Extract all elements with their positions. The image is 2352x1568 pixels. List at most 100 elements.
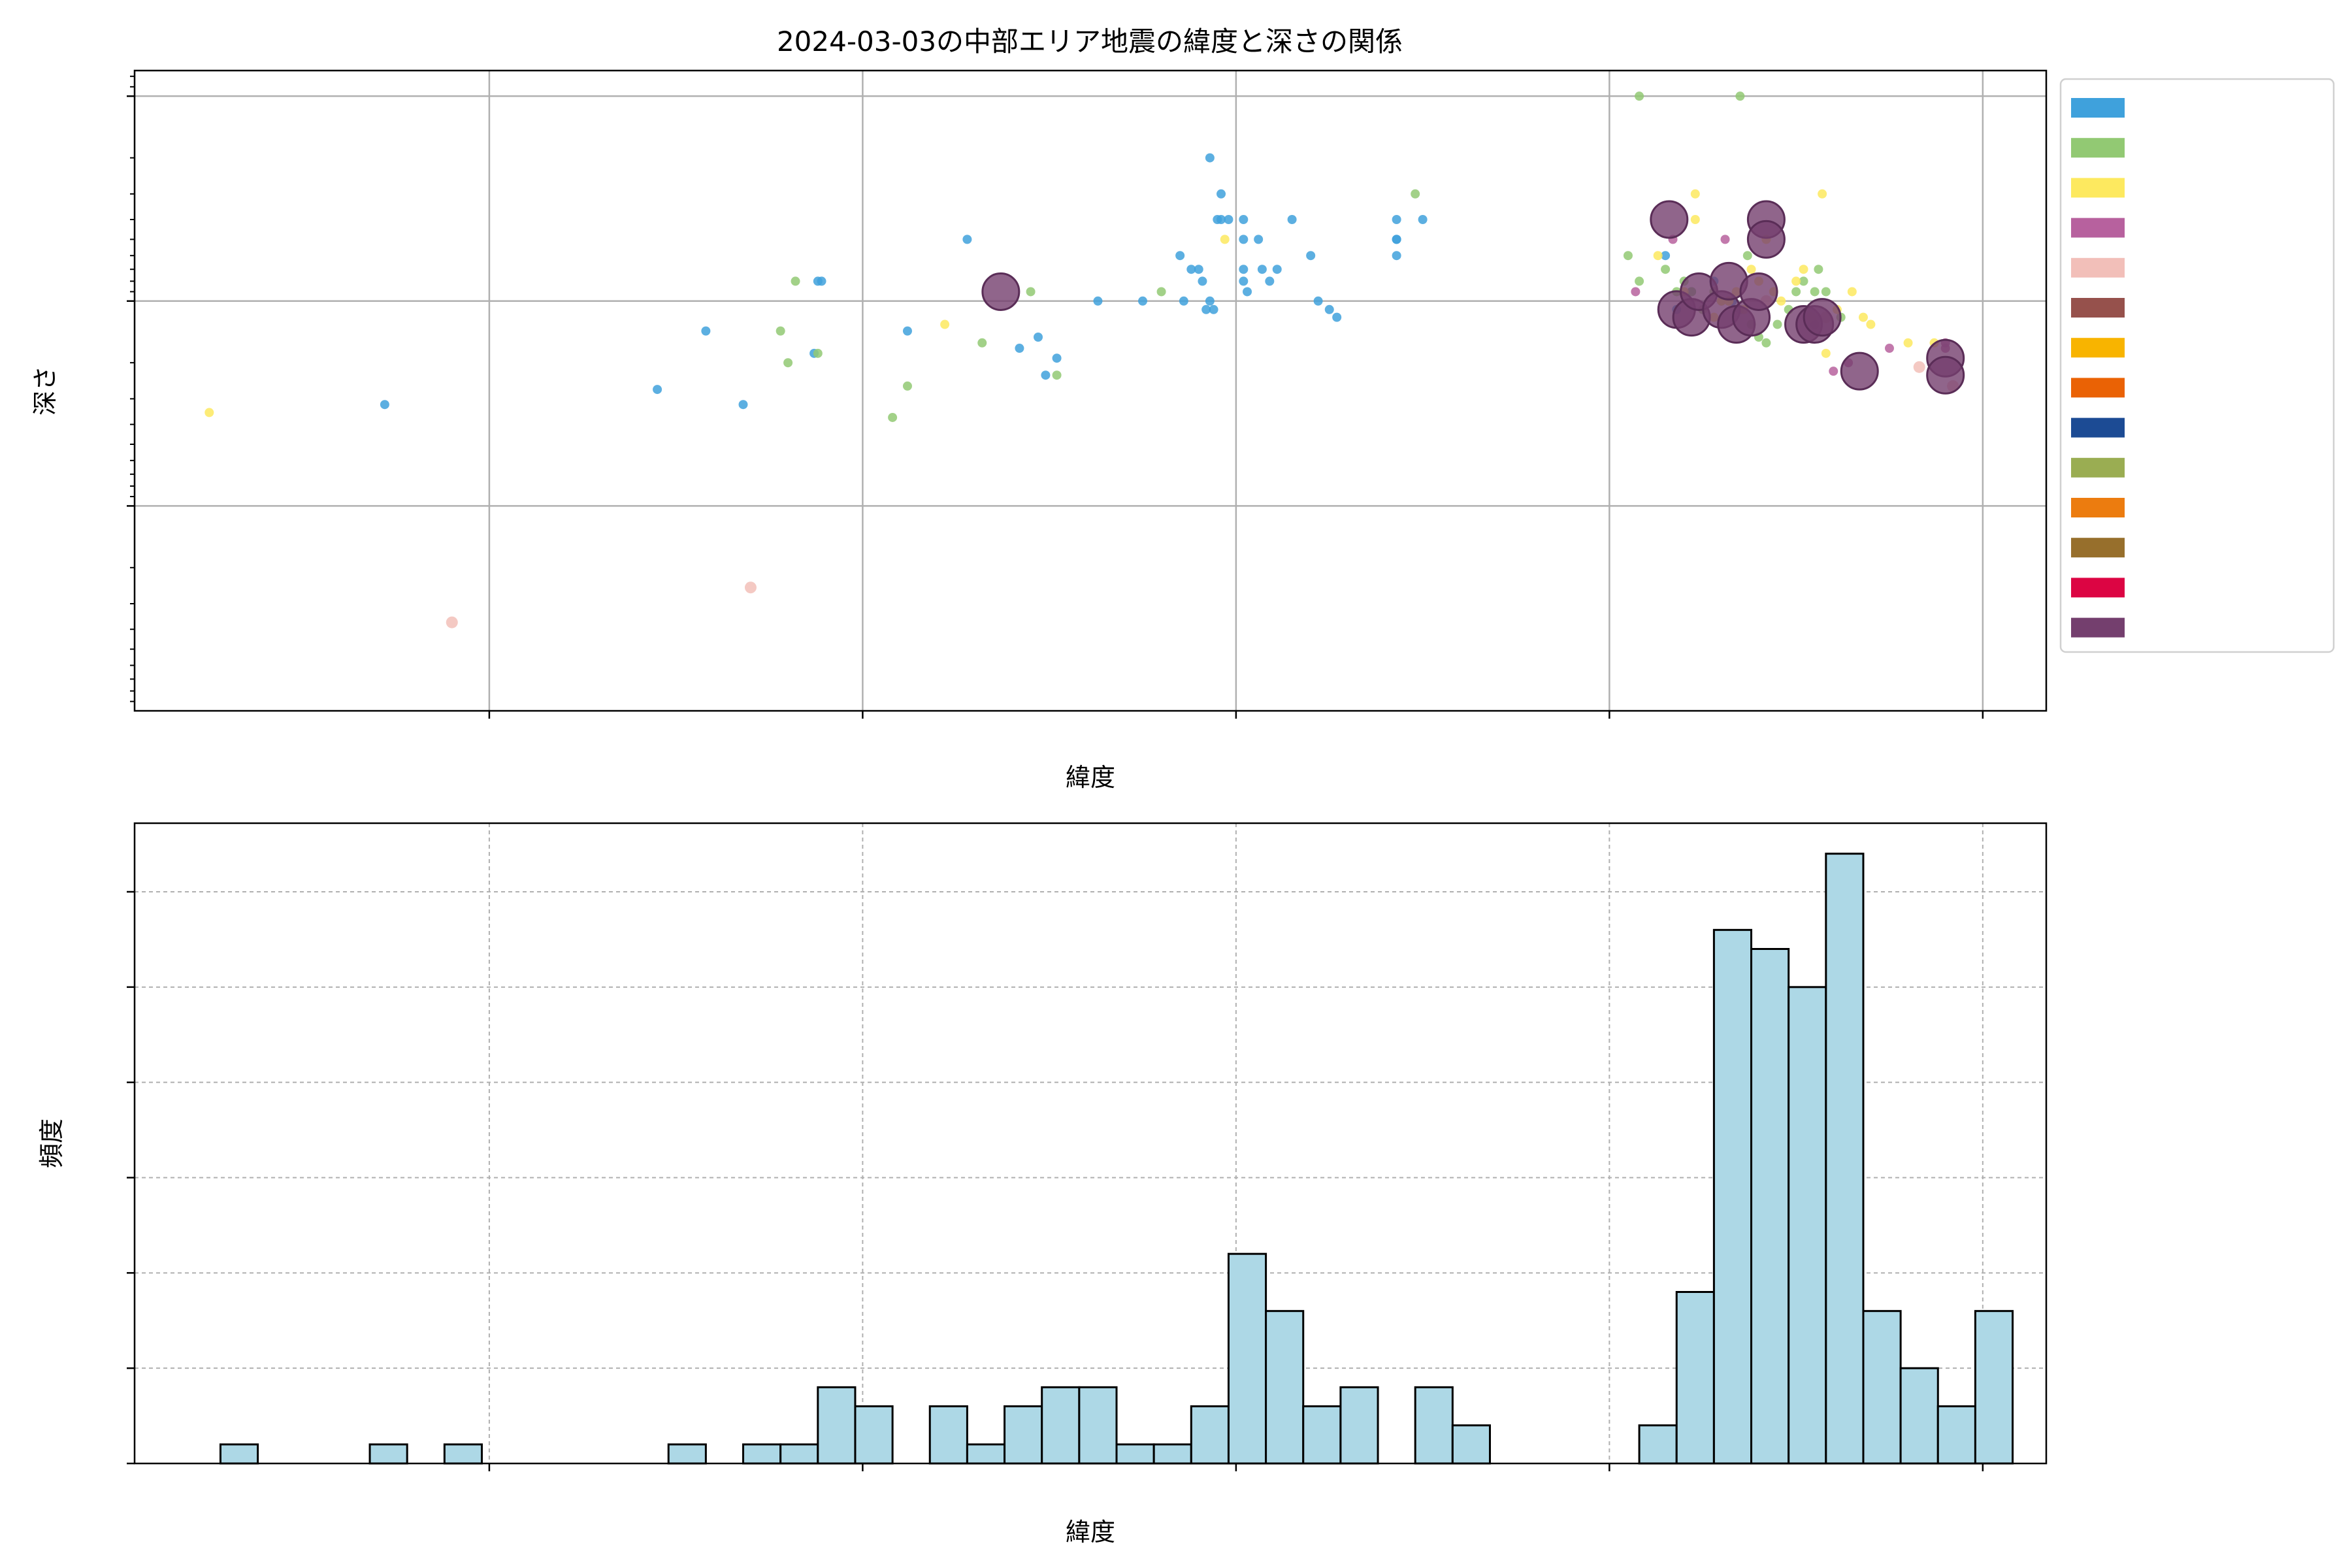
- scatter-point: [1224, 214, 1233, 224]
- histogram-bar: [1974, 1310, 2014, 1465]
- scatter-point: [204, 408, 214, 417]
- scatter-point: [940, 319, 950, 329]
- legend-swatch: [2071, 138, 2125, 158]
- scatter-x-axis-ticks: [488, 711, 1984, 719]
- scatter-point: [1052, 353, 1062, 363]
- histogram-bar: [1265, 1310, 1305, 1465]
- scatter-point: [1156, 287, 1166, 297]
- scatter-y-axis-label: 深さ: [31, 366, 59, 416]
- scatter-point: [1631, 287, 1641, 297]
- scatter-point: [446, 616, 458, 629]
- scatter-point: [977, 338, 987, 348]
- histogram-bar: [1675, 1291, 1715, 1465]
- histogram-bar: [1712, 928, 1753, 1465]
- legend-swatch: [2071, 417, 2125, 438]
- scatter-point: [1650, 200, 1689, 239]
- histogram-bar: [928, 1405, 968, 1465]
- scatter-point: [1243, 287, 1252, 297]
- histogram-bar: [1004, 1405, 1043, 1465]
- scatter-point: [1661, 251, 1671, 261]
- scatter-point: [1239, 265, 1249, 274]
- scatter-point: [1239, 276, 1249, 286]
- scatter-point: [1746, 220, 1786, 259]
- scatter-point: [1690, 189, 1700, 199]
- scatter-point: [653, 385, 662, 395]
- scatter-y-axis-ticks: [127, 75, 135, 702]
- histogram-bar: [1936, 1405, 1976, 1465]
- scatter-point: [1720, 235, 1730, 244]
- histogram-bar: [1788, 986, 1827, 1465]
- scatter-point: [1799, 265, 1808, 274]
- histogram-frame: [133, 822, 2048, 1465]
- chart-title: 2024-03-03の中部エリア地震の緯度と深さの関係: [777, 25, 1403, 57]
- scatter-point: [1735, 91, 1745, 101]
- scatter-point: [791, 276, 800, 286]
- histogram-bar: [1041, 1386, 1081, 1465]
- scatter-point: [1803, 298, 1842, 337]
- histogram-y-axis-label: 頻度: [37, 1119, 66, 1168]
- scatter-point: [1821, 348, 1831, 358]
- scatter-point: [817, 276, 826, 286]
- scatter-point: [1653, 251, 1663, 261]
- scatter-x-axis-label: 緯度: [1066, 763, 1115, 792]
- scatter-point: [962, 235, 972, 244]
- scatter-point: [813, 348, 823, 358]
- scatter-point: [902, 326, 912, 336]
- legend-swatch: [2071, 578, 2125, 598]
- scatter-point: [1858, 312, 1868, 322]
- histogram-bar: [368, 1443, 408, 1465]
- scatter-point: [1175, 251, 1185, 261]
- histogram-bar: [854, 1405, 894, 1465]
- scatter-point: [1884, 344, 1894, 353]
- scatter-point: [1205, 296, 1215, 306]
- histogram-bar: [742, 1443, 782, 1465]
- scatter-point: [1903, 338, 1913, 348]
- legend-swatch: [2071, 218, 2125, 238]
- histogram-bars: [219, 853, 2014, 1465]
- scatter-plot-area: [135, 71, 2046, 711]
- histogram-plot: 緯度 頻度: [37, 822, 2048, 1546]
- scatter-point: [1093, 296, 1103, 306]
- scatter-point: [1746, 265, 1756, 274]
- scatter-point: [1635, 91, 1644, 101]
- histogram-bar: [1339, 1386, 1379, 1465]
- histogram-x-axis-ticks: [488, 1463, 1984, 1471]
- scatter-point: [1866, 319, 1876, 329]
- legend-swatch: [2071, 298, 2125, 318]
- scatter-point: [1220, 235, 1230, 244]
- scatter-point: [1186, 265, 1196, 274]
- scatter-point: [1198, 276, 1207, 286]
- histogram-bar: [219, 1443, 259, 1465]
- legend-swatch: [2071, 178, 2125, 198]
- scatter-point: [1194, 265, 1203, 274]
- scatter-point: [1690, 214, 1700, 224]
- scatter-point: [380, 400, 389, 410]
- scatter-point: [1913, 361, 1925, 373]
- scatter-point: [1392, 214, 1401, 224]
- scatter-point: [1739, 272, 1778, 311]
- scatter-point: [1138, 296, 1148, 306]
- histogram-bar: [1227, 1252, 1267, 1465]
- scatter-point: [1623, 251, 1633, 261]
- scatter-point: [1332, 312, 1342, 322]
- histogram-bar: [1078, 1386, 1118, 1465]
- histogram-bar: [443, 1443, 483, 1465]
- scatter-point: [1761, 338, 1771, 348]
- scatter-point: [1829, 367, 1838, 376]
- histogram-bar: [1414, 1386, 1454, 1465]
- scatter-point: [888, 412, 898, 422]
- scatter-points: [204, 91, 1965, 629]
- scatter-point: [1041, 370, 1051, 380]
- histogram-bar: [1302, 1405, 1342, 1465]
- scatter-point: [1324, 304, 1334, 314]
- scatter-point: [1254, 235, 1264, 244]
- legend-swatch: [2071, 498, 2125, 517]
- legend: [2059, 78, 2335, 653]
- histogram-bar: [966, 1443, 1006, 1465]
- histogram-x-axis-label: 緯度: [1066, 1518, 1115, 1546]
- legend-swatch: [2071, 98, 2125, 118]
- scatter-frame: [133, 69, 2048, 712]
- scatter-point: [738, 400, 748, 410]
- scatter-point: [1791, 276, 1801, 286]
- legend-swatch: [2071, 378, 2125, 398]
